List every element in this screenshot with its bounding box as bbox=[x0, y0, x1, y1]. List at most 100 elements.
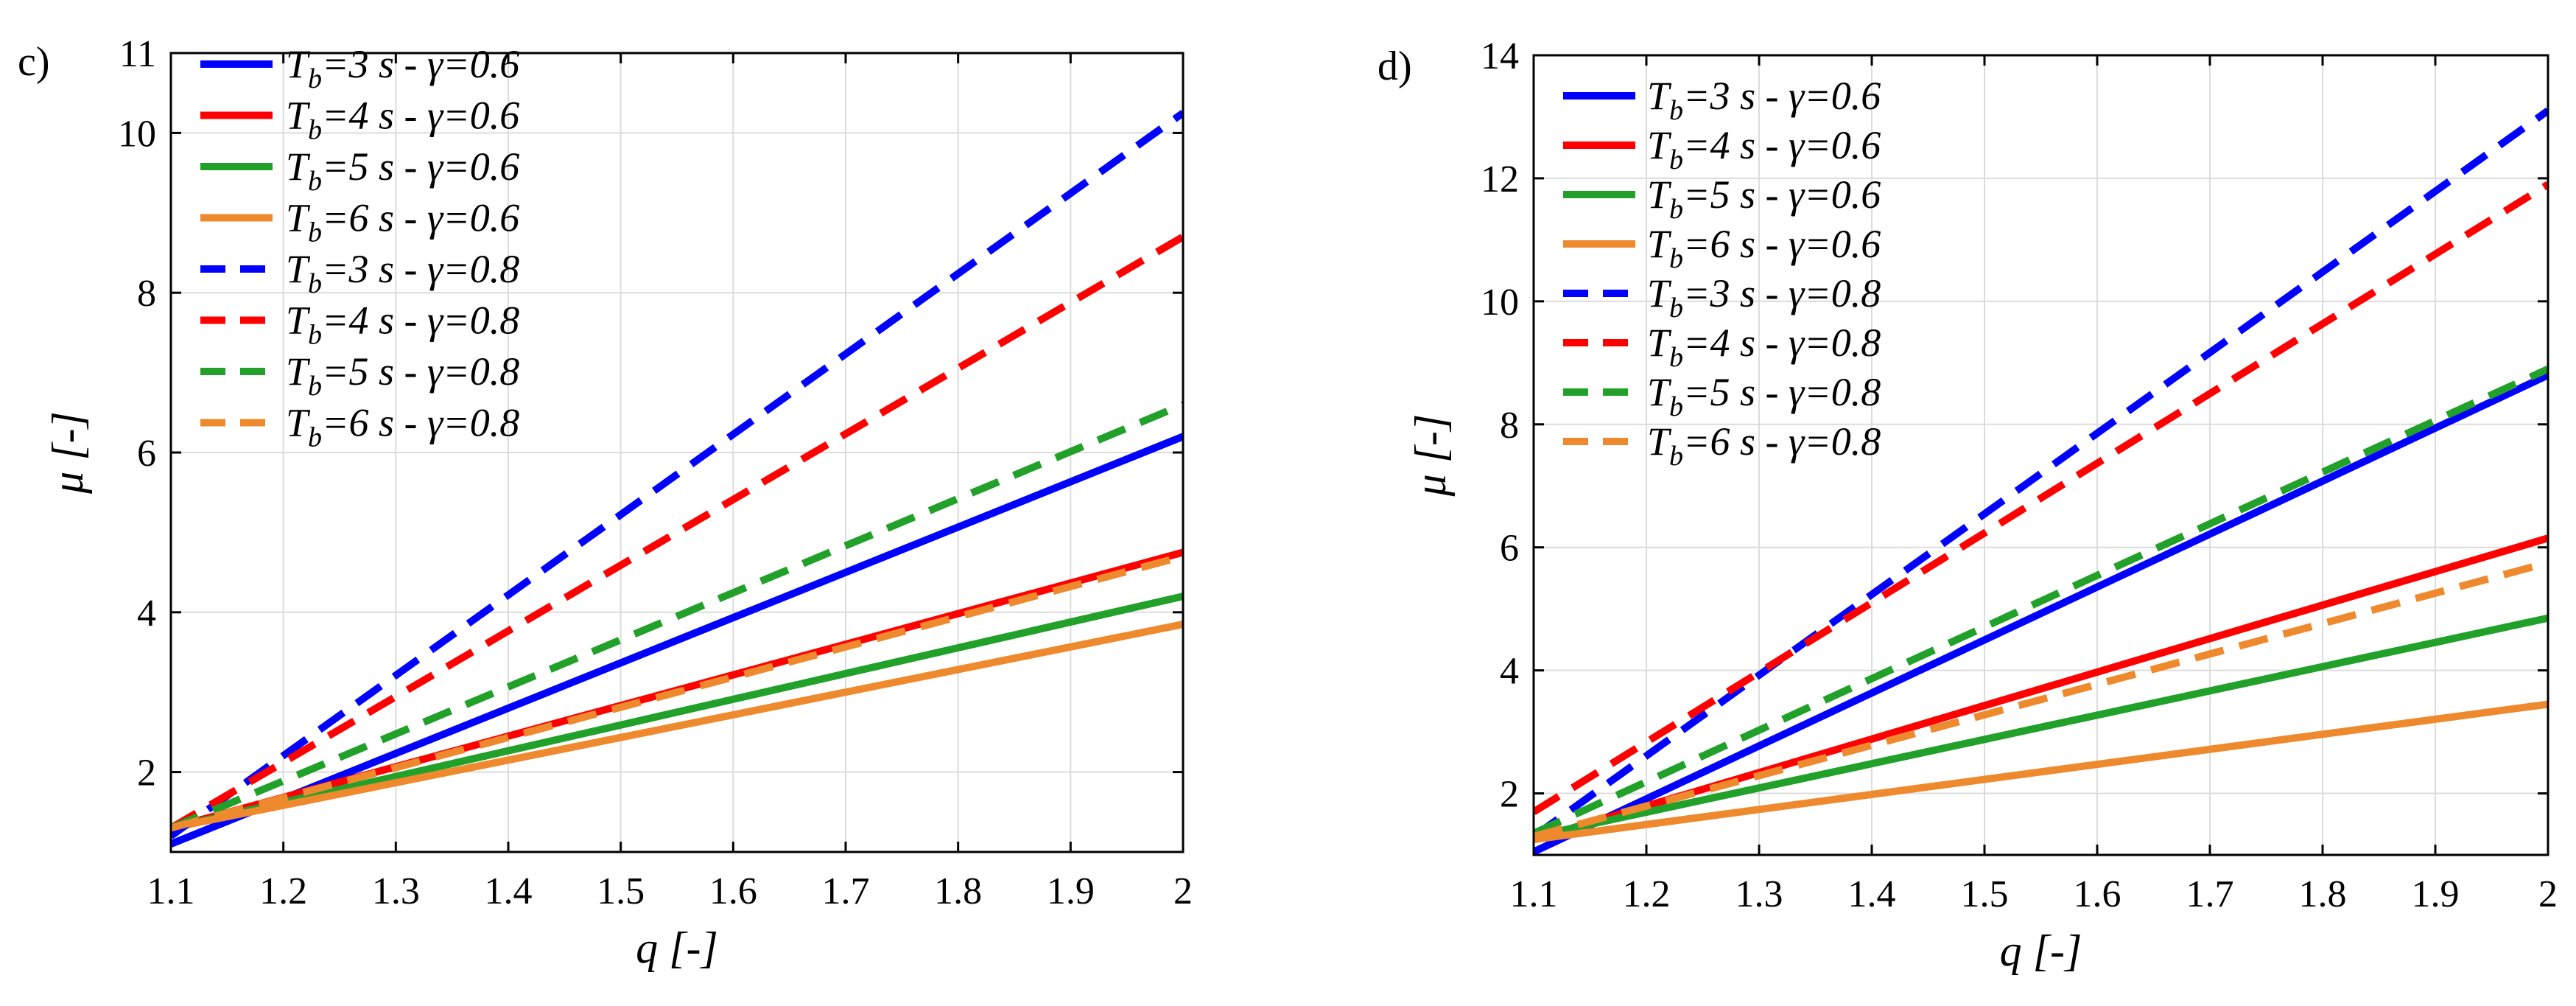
legend-symbol: T bbox=[286, 247, 311, 291]
legend-entry: Tb=4 s - γ=0.8 bbox=[286, 298, 519, 351]
legend: Tb=3 s - γ=0.6Tb=4 s - γ=0.6Tb=5 s - γ=0… bbox=[200, 42, 519, 453]
chart-panel-c: 1.1 1.2 1.3 1.4 1.5 1.6 1.7 1.8 1.9 2 2 4 6 8 10 11 q [-… bbox=[18, 33, 1193, 972]
x-tick-label: 1.1 bbox=[147, 870, 195, 912]
legend-rest: =6 s - γ=0.8 bbox=[322, 401, 519, 445]
y-tick-label: 8 bbox=[1500, 405, 1519, 447]
legend-rest: =5 s - γ=0.8 bbox=[322, 349, 519, 394]
legend-entry: Tb=4 s - γ=0.6 bbox=[1647, 123, 1881, 175]
x-tick-label: 1.9 bbox=[1047, 870, 1095, 912]
legend-entry: Tb=3 s - γ=0.8 bbox=[1647, 271, 1881, 324]
legend-symbol: T bbox=[286, 349, 311, 394]
legend-subscript: b bbox=[1669, 194, 1683, 225]
legend-entry: Tb=6 s - γ=0.6 bbox=[286, 196, 519, 248]
legend-symbol: T bbox=[286, 144, 311, 189]
legend-entry: Tb=5 s - γ=0.6 bbox=[1647, 172, 1881, 225]
legend-rest: =3 s - γ=0.6 bbox=[322, 42, 519, 86]
legend-entry: Tb=6 s - γ=0.8 bbox=[286, 401, 519, 453]
series-line-red-dashed bbox=[1534, 181, 2548, 815]
y-axis-title: μ [-] bbox=[1406, 414, 1455, 497]
legend-subscript: b bbox=[308, 217, 322, 248]
legend-symbol: T bbox=[1647, 271, 1672, 315]
series-line-red-solid bbox=[1534, 534, 2548, 843]
legend-symbol: T bbox=[1647, 74, 1672, 118]
y-tick-label: 10 bbox=[118, 113, 156, 155]
legend-rest: =4 s - γ=0.6 bbox=[322, 94, 519, 138]
x-tick-label: 1.8 bbox=[934, 870, 982, 912]
y-tick-label: 6 bbox=[137, 433, 156, 475]
legend-subscript: b bbox=[1669, 342, 1683, 373]
legend-subscript: b bbox=[1669, 391, 1683, 422]
series-line-green-dashed bbox=[1534, 366, 2548, 837]
y-tick-label: 4 bbox=[137, 593, 156, 635]
x-tick-label: 1.3 bbox=[372, 870, 420, 912]
legend-entry: Tb=3 s - γ=0.8 bbox=[286, 247, 519, 299]
series-line-orange-dashed bbox=[171, 553, 1183, 832]
axes-box bbox=[1532, 54, 2549, 856]
series-line-green-dashed bbox=[171, 401, 1183, 832]
y-tick-label: 11 bbox=[119, 33, 156, 75]
series-line-orange-dashed bbox=[1534, 559, 2548, 840]
legend-rest: =5 s - γ=0.6 bbox=[322, 144, 519, 189]
x-tick-label: 2 bbox=[1173, 870, 1193, 912]
legend-entry: Tb=6 s - γ=0.6 bbox=[1647, 222, 1881, 274]
legend-symbol: T bbox=[1647, 321, 1672, 365]
legend-rest: =4 s - γ=0.8 bbox=[322, 298, 519, 343]
x-axis-title: q [-] bbox=[2000, 926, 2082, 975]
y-tick-label: 2 bbox=[137, 752, 156, 794]
y-tick-label: 4 bbox=[1500, 651, 1519, 693]
series-line-green-solid bbox=[171, 593, 1183, 832]
legend-subscript: b bbox=[308, 63, 322, 94]
legend-symbol: T bbox=[1647, 222, 1672, 266]
y-tick-label: 2 bbox=[1500, 774, 1519, 816]
legend-symbol: T bbox=[286, 298, 311, 343]
legend-rest: =3 s - γ=0.8 bbox=[322, 247, 519, 291]
series-line-green-solid bbox=[1534, 614, 2548, 840]
series-line-orange-solid bbox=[1534, 700, 2548, 844]
legend-subscript: b bbox=[1669, 441, 1683, 472]
legend-subscript: b bbox=[308, 166, 322, 197]
y-tick-label: 8 bbox=[137, 273, 156, 315]
legend-rest: =6 s - γ=0.6 bbox=[322, 196, 519, 240]
series-line-blue-dashed bbox=[171, 110, 1183, 839]
x-tick-label: 1.5 bbox=[597, 870, 645, 912]
x-tick-label: 1.9 bbox=[2412, 873, 2460, 915]
legend-subscript: b bbox=[308, 115, 322, 146]
legend-entry: Tb=6 s - γ=0.8 bbox=[1647, 419, 1881, 472]
series-line-blue-dashed bbox=[1534, 108, 2548, 840]
series-line-orange-solid bbox=[171, 621, 1183, 832]
x-tick-label: 1.7 bbox=[822, 870, 870, 912]
legend-rest: =4 s - γ=0.6 bbox=[1683, 123, 1881, 167]
panel-label: d) bbox=[1378, 43, 1412, 89]
legend-rest: =5 s - γ=0.8 bbox=[1683, 370, 1881, 414]
legend-subscript: b bbox=[1669, 243, 1683, 274]
y-tick-label: 12 bbox=[1481, 158, 1519, 200]
legend-symbol: T bbox=[286, 94, 311, 138]
x-tick-label: 1.7 bbox=[2186, 873, 2234, 915]
legend-subscript: b bbox=[1669, 144, 1683, 175]
legend-symbol: T bbox=[1647, 370, 1672, 414]
x-tick-label: 2 bbox=[2538, 873, 2558, 915]
y-axis-title: μ [-] bbox=[43, 411, 92, 495]
legend-entry: Tb=5 s - γ=0.6 bbox=[286, 144, 519, 197]
legend-rest: =4 s - γ=0.8 bbox=[1683, 321, 1881, 365]
legend-rest: =6 s - γ=0.8 bbox=[1683, 419, 1881, 464]
legend-entry: Tb=3 s - γ=0.6 bbox=[286, 42, 519, 94]
legend-symbol: T bbox=[1647, 419, 1672, 464]
legend-subscript: b bbox=[308, 371, 322, 402]
panel-label: c) bbox=[18, 39, 50, 85]
legend-rest: =3 s - γ=0.8 bbox=[1683, 271, 1881, 315]
legend-symbol: T bbox=[1647, 172, 1672, 217]
chart-panel-d: 1.1 1.2 1.3 1.4 1.5 1.6 1.7 1.8 1.9 2 2 4 6 8 10 12 14 q … bbox=[1378, 35, 2558, 975]
series-line-blue-solid bbox=[171, 433, 1183, 848]
x-tick-label: 1.4 bbox=[1848, 873, 1896, 915]
legend-rest: =3 s - γ=0.6 bbox=[1683, 74, 1881, 118]
x-tick-label: 1.3 bbox=[1736, 873, 1783, 915]
legend-subscript: b bbox=[308, 422, 322, 453]
legend-subscript: b bbox=[1669, 95, 1683, 126]
legend-entry: Tb=4 s - γ=0.8 bbox=[1647, 321, 1881, 373]
x-axis-title: q [-] bbox=[636, 923, 718, 972]
y-tick-label: 14 bbox=[1481, 35, 1519, 77]
legend-entry: Tb=3 s - γ=0.6 bbox=[1647, 74, 1881, 126]
series-line-blue-solid bbox=[1534, 371, 2548, 855]
